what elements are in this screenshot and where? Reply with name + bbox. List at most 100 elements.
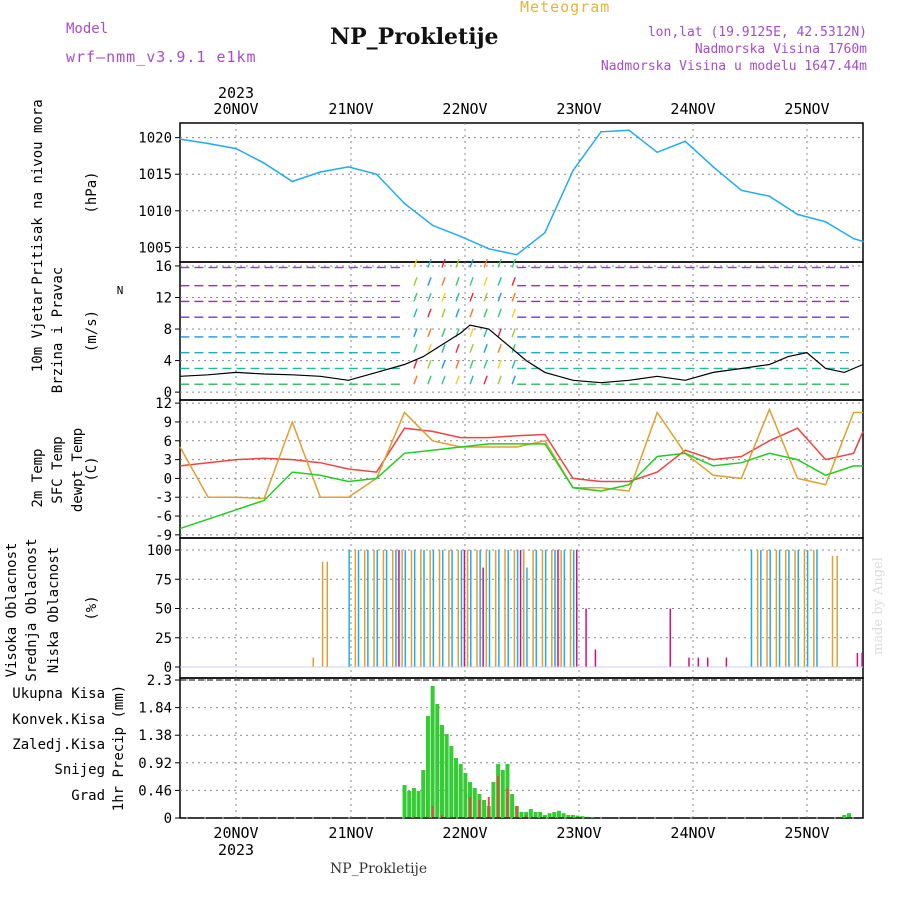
precip-bar: [566, 815, 571, 818]
unit-label: 1hr Precip (mm): [111, 685, 127, 811]
cloud-bar: [856, 652, 859, 667]
pressure-point: [768, 195, 771, 197]
panel-frame-temperature: [179, 399, 864, 539]
precip-legend-label: Snijeg: [54, 762, 105, 778]
pressure-point: [263, 162, 266, 165]
precip-bar: [846, 813, 851, 818]
cloud-bar: [544, 550, 547, 667]
temp-series-line-0: [179, 427, 864, 483]
location-coordinates: lon,lat (19.9125E, 42.5312N): [647, 25, 867, 40]
y-tick-label: 16: [155, 259, 172, 275]
wind-arrow: [469, 375, 474, 385]
precip-bar: [402, 785, 407, 818]
temp-series-line-2: [179, 443, 863, 530]
wind-arrow: [441, 258, 446, 268]
cloud-bar: [563, 550, 566, 667]
cloud-bar: [513, 550, 516, 667]
cloud-bar: [806, 550, 809, 667]
pressure-series-line: [179, 129, 864, 256]
cloud-bar: [423, 550, 425, 667]
date-label-bottom: 23NOV: [556, 824, 601, 842]
precip-bar: [435, 704, 440, 818]
wind-arrow: [441, 308, 446, 318]
pressure-point: [852, 237, 855, 240]
temp-series-line-1: [179, 407, 863, 500]
y-tick-label: -9: [155, 528, 172, 544]
station-altitude: Nadmorska Visina 1760m: [694, 42, 867, 57]
wind-arrow: [469, 258, 474, 268]
dewpt-axis-label: dewpt Temp: [70, 428, 86, 512]
y-tick-label: 4: [164, 354, 172, 370]
date-label-bottom: 22NOV: [442, 824, 487, 842]
precip-bar: [538, 812, 543, 818]
wind-arrow: [427, 308, 432, 318]
cloud-bar: [504, 550, 506, 667]
wind-arrow: [483, 308, 488, 318]
precip-bar: [444, 734, 449, 818]
pressure-point: [684, 140, 687, 143]
cloud-bar: [836, 555, 838, 667]
wind-arrow: [483, 328, 488, 338]
cloud-bar: [448, 550, 450, 667]
cloud-bar: [766, 550, 768, 667]
precip-bar: [510, 794, 515, 818]
pressure-point: [459, 235, 462, 238]
wind-arrow: [511, 292, 516, 302]
wind-arrow: [413, 308, 418, 318]
y-tick-label: 25: [155, 631, 172, 647]
wind-compass-icon: N: [117, 284, 124, 297]
precip-bar: [570, 815, 575, 818]
cloud-bar: [523, 550, 525, 667]
panel-frame-precip: [179, 677, 864, 819]
cloud-bar: [750, 550, 753, 667]
cloud-bar: [756, 550, 759, 667]
wind-arrow: [441, 343, 446, 353]
cloud-bar: [438, 550, 441, 667]
wind-arrow: [483, 359, 488, 369]
cloud-bar: [420, 550, 422, 667]
pressure-point: [347, 166, 350, 168]
pressure-point: [487, 248, 490, 250]
wind-axis-label: 10m Vjetar: [30, 288, 46, 372]
cloud-bar: [373, 550, 375, 667]
cloud-bar: [441, 550, 444, 667]
cloud-bar: [813, 550, 815, 667]
pressure-point: [712, 166, 715, 168]
precip-bar: [533, 812, 538, 818]
wind-arrow: [455, 359, 460, 369]
wind-arrow: [511, 258, 516, 268]
precip-bar: [580, 816, 585, 818]
model-label: Model: [66, 21, 109, 37]
y-tick-label: 1.84: [138, 701, 172, 717]
precip-conv-bar: [487, 797, 490, 818]
year-label-top: 2023: [218, 84, 254, 102]
y-tick-label: 1020: [138, 131, 172, 147]
precip-bar: [472, 788, 477, 818]
pressure-point: [375, 173, 378, 176]
wind-arrow: [441, 328, 446, 338]
cloud-bar: [775, 550, 778, 667]
wind-arrow: [511, 328, 516, 338]
cloud-bar: [516, 550, 519, 667]
cloud-bar: [385, 550, 388, 667]
cloud-bar: [363, 550, 366, 667]
cloud-bar: [526, 567, 528, 667]
footer-station: NP_Prokletije: [330, 861, 428, 877]
pressure-point: [291, 180, 294, 183]
cloud-bar: [557, 550, 559, 667]
y-tick-label: 1015: [138, 167, 172, 183]
y-tick-label: 0.46: [138, 783, 172, 799]
y-tick-label: 12: [155, 396, 172, 412]
cloud-bar: [432, 550, 435, 667]
wind-arrow: [441, 292, 446, 302]
cloud-bar: [457, 550, 460, 667]
wind-speed-line: [179, 324, 864, 384]
y-tick-label: 12: [155, 290, 172, 306]
unit-label: (m/s): [84, 310, 100, 352]
precip-bar: [454, 758, 459, 818]
wind-arrow: [455, 375, 460, 385]
wind-arrow: [483, 258, 488, 268]
cloud-bar: [507, 550, 509, 667]
page-title: NP_Prokletije: [330, 24, 499, 50]
